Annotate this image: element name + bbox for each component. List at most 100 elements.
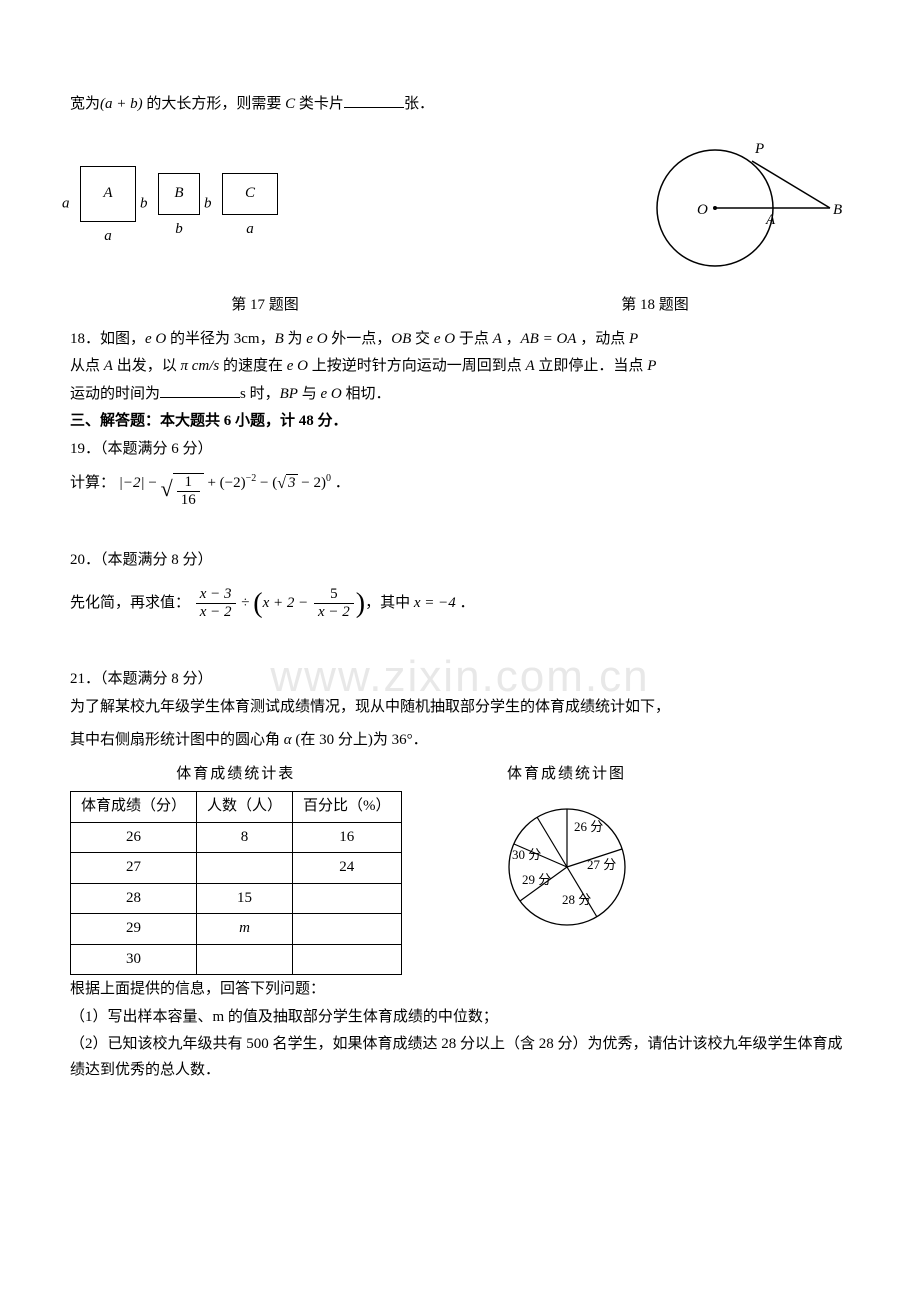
t: 的半径为 3cm，	[166, 331, 274, 347]
t: 16	[177, 492, 200, 509]
q18-line3: 运动的时间为 s 时，BP 与 e O 相切．	[70, 382, 850, 408]
square-A: A	[80, 166, 136, 222]
table-row: 体育成绩（分） 人数（人） 百分比（%）	[71, 792, 402, 823]
sqrt-icon: √	[161, 476, 173, 501]
t: 先化简，再求值：	[70, 595, 190, 611]
pie-lbl-26: 26 分	[574, 819, 603, 834]
t: 36°	[392, 732, 413, 748]
q21-head: 21．（本题满分 8 分）	[70, 667, 850, 693]
q19-head: 19．（本题满分 6 分）	[70, 437, 850, 463]
figure-row: a A a b B b b C a O A B P	[70, 128, 850, 288]
pie-block: 体育成绩统计图 26 分 27 分 28 分 29 分 30 分	[482, 762, 652, 949]
td	[293, 914, 402, 945]
td: 8	[197, 822, 293, 853]
label-bottom-A: a	[80, 224, 136, 250]
q20-head: 20．（本题满分 8 分）	[70, 548, 850, 574]
figure-18: O A B P	[630, 128, 850, 288]
table-row: 26816	[71, 822, 402, 853]
td: 24	[293, 853, 402, 884]
td: 28	[71, 883, 197, 914]
t: −2	[246, 473, 257, 484]
td: 26	[71, 822, 197, 853]
t: AB = OA	[521, 331, 577, 347]
t: e O	[306, 331, 327, 347]
pie-title: 体育成绩统计图	[482, 762, 652, 788]
section-3-heading: 三、解答题：本大题共 6 小题，计 48 分．	[70, 409, 850, 435]
label-bottom-B: b	[158, 217, 200, 243]
t: ．	[413, 732, 428, 748]
t: (在 30 分上)为	[292, 732, 392, 748]
t: x = −4	[414, 595, 456, 611]
sq-label: A	[103, 181, 112, 207]
txt: 宽为	[70, 96, 100, 112]
table-row: 2815	[71, 883, 402, 914]
t: 计算：	[70, 475, 115, 491]
card-A: a A a	[80, 166, 136, 250]
q18-line2: 从点 A 出发，以 π cm/s 的速度在 e O 上按逆时针方向运动一周回到点…	[70, 354, 850, 380]
stats-table: 体育成绩（分） 人数（人） 百分比（%） 26816 2724 2815 29m…	[70, 791, 402, 975]
label-left-B: b	[140, 192, 148, 218]
table-row: 2724	[71, 853, 402, 884]
t: e O	[145, 331, 166, 347]
paren-icon: )	[356, 588, 365, 619]
blank-18	[160, 383, 240, 398]
t: x − 3	[196, 586, 236, 604]
C: C	[285, 96, 295, 112]
table-row: 29m	[71, 914, 402, 945]
t: ÷	[238, 595, 254, 611]
label-left-C: b	[204, 192, 212, 218]
t: 上按逆时针方向运动一周回到点	[308, 358, 526, 374]
t: P	[629, 331, 638, 347]
cards-group: a A a b B b b C a	[80, 166, 278, 250]
q18-line1: 18．如图，e O 的半径为 3cm，B 为 e O 外一点，OB 交 e O …	[70, 327, 850, 353]
circle-diagram: O A B P	[630, 128, 850, 278]
pie-lbl-27: 27 分	[587, 857, 616, 872]
stats-table-title: 体育成绩统计表	[70, 762, 402, 788]
lbl-P: P	[754, 141, 764, 157]
td	[293, 883, 402, 914]
t: 于点	[455, 331, 493, 347]
stats-table-block: 体育成绩统计表 体育成绩（分） 人数（人） 百分比（%） 26816 2724 …	[70, 762, 402, 976]
square-B: B	[158, 173, 200, 215]
t: e O	[320, 386, 341, 402]
t: 运动的时间为	[70, 386, 160, 402]
t: 立即停止．当点	[535, 358, 648, 374]
caption-17: 第 17 题图	[231, 293, 299, 319]
t: x + 2 −	[263, 595, 312, 611]
td: m	[197, 914, 293, 945]
paren-icon: (	[253, 588, 262, 619]
label-left-A: a	[62, 192, 70, 218]
t: s 时，	[240, 386, 280, 402]
caption-18: 第 18 题图	[621, 293, 689, 319]
square-C: C	[222, 173, 278, 215]
label-bottom-C: a	[222, 217, 278, 243]
q21-foot: 根据上面提供的信息，回答下列问题：	[70, 977, 850, 1003]
sq-label: B	[174, 181, 183, 207]
t: B	[275, 331, 284, 347]
th: 体育成绩（分）	[71, 792, 197, 823]
th: 百分比（%）	[293, 792, 402, 823]
t: x − 2	[196, 604, 236, 621]
t: e O	[287, 358, 308, 374]
t: + (−2)	[204, 475, 246, 491]
t: BP	[280, 386, 298, 402]
t: − (	[256, 475, 277, 491]
t: 相切．	[342, 386, 391, 402]
blank-17	[344, 93, 404, 108]
sqrt-arg: 116	[173, 473, 204, 508]
t: − 2)	[298, 475, 326, 491]
card-B: b B b	[158, 173, 200, 243]
td	[293, 944, 402, 975]
caption-row: 第 17 题图 第 18 题图	[70, 293, 850, 319]
t: ，其中	[365, 595, 414, 611]
q21-sub2: （2）已知该校九年级共有 500 名学生，如果体育成绩达 28 分以上（含 28…	[70, 1032, 850, 1083]
td: 30	[71, 944, 197, 975]
topline: 宽为(a + b) 的大长方形，则需要 C 类卡片张．	[70, 92, 850, 118]
q21-l1: 为了解某校九年级学生体育测试成绩情况，现从中随机抽取部分学生的体育成绩统计如下，	[70, 695, 850, 721]
q21-l2: 其中右侧扇形统计图中的圆心角 α (在 30 分上)为 36°．	[70, 728, 850, 754]
t: 与	[298, 386, 321, 402]
txt: 类卡片	[295, 96, 344, 112]
td: 16	[293, 822, 402, 853]
lbl-A: A	[765, 212, 776, 228]
card-C: b C a	[222, 173, 278, 243]
